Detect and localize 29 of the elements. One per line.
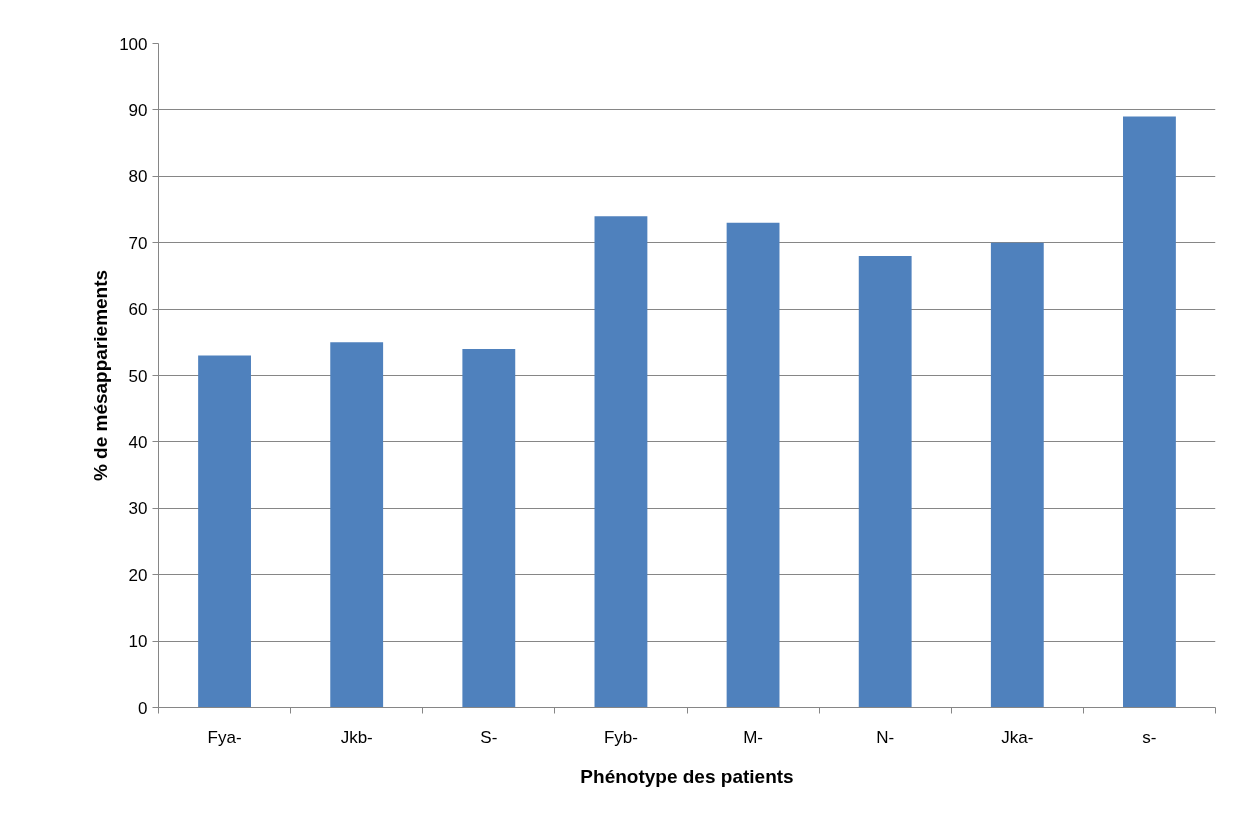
x-tick-label: N- [876, 727, 895, 747]
bar [726, 222, 780, 708]
x-tick-label: Fya- [207, 727, 242, 747]
y-tick-label: 70 [128, 233, 148, 253]
y-tick-label: 40 [128, 432, 148, 452]
y-tick-label: 80 [128, 167, 148, 187]
bar [198, 355, 251, 708]
y-tick-label: 60 [128, 300, 148, 320]
bar [330, 342, 384, 708]
y-tick-label: 50 [128, 366, 148, 386]
bar [990, 242, 1044, 708]
bar [1123, 116, 1176, 708]
bar [858, 255, 912, 708]
y-tick-label: 10 [128, 632, 148, 652]
bar [594, 216, 648, 708]
x-tick-label: Jka- [1001, 727, 1034, 747]
bar [462, 348, 516, 708]
y-tick-label: 20 [128, 565, 148, 585]
y-tick-label: 90 [128, 100, 148, 120]
x-tick-label: Jkb- [340, 727, 373, 747]
y-axis-title: % de mésappariements [90, 269, 112, 482]
x-tick-label: M- [743, 727, 763, 747]
y-tick-label: 30 [128, 499, 148, 519]
x-axis-title: Phénotype des patients [580, 765, 794, 787]
x-tick-label: s- [1142, 727, 1157, 747]
y-tick-label: 100 [119, 34, 148, 54]
y-tick-label: 0 [138, 698, 148, 718]
x-tick-label: S- [480, 727, 498, 747]
x-tick-label: Fyb- [603, 727, 638, 747]
